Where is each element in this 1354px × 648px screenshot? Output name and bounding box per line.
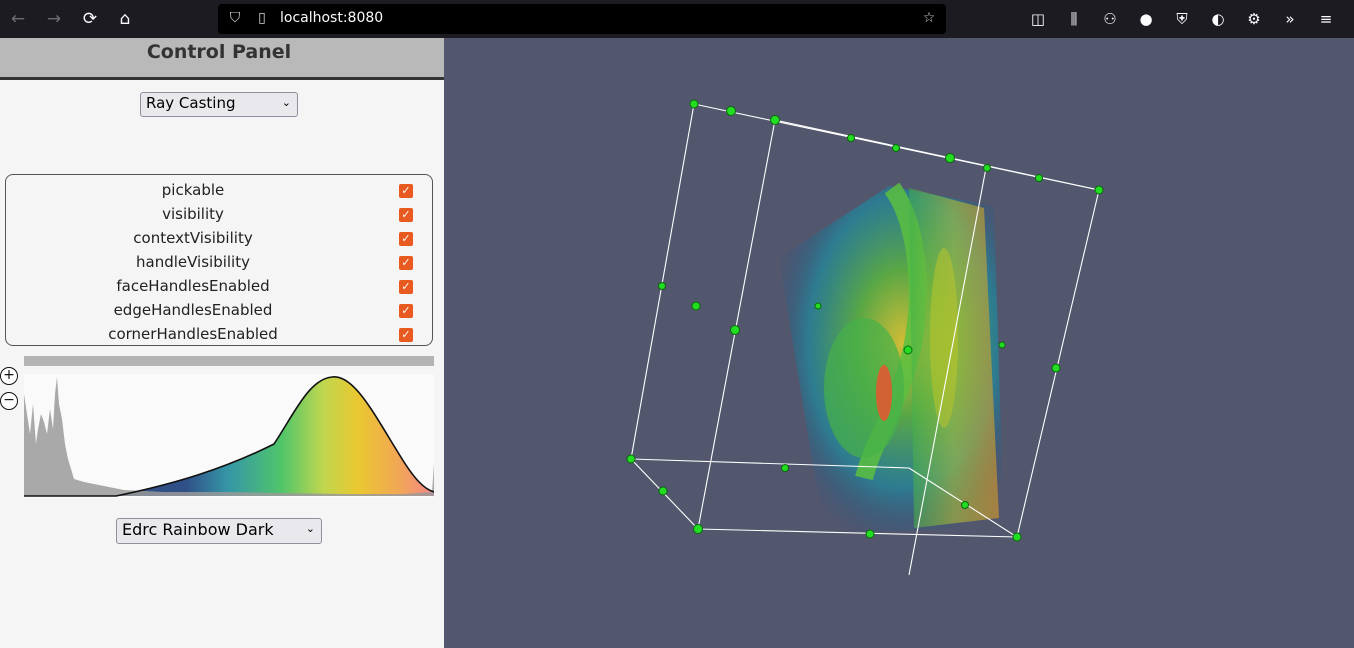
url-text[interactable]: localhost:8080	[280, 10, 384, 26]
face-handle	[998, 341, 1006, 349]
edge-handle	[726, 106, 736, 116]
colormap-preset-value: Edrc Rainbow Dark	[122, 520, 274, 539]
pocket-icon[interactable]: ◫	[1030, 10, 1046, 28]
edge-handle	[983, 164, 991, 172]
prop-label: faceHandlesEnabled	[116, 277, 270, 295]
prop-row-handle-visibility: handleVisibility ✓	[6, 251, 434, 275]
edge-handle	[1051, 363, 1061, 373]
opacity-curve-line	[24, 376, 434, 497]
extension-icon[interactable]: ⚇	[1103, 10, 1117, 28]
back-icon[interactable]: ←	[10, 9, 26, 29]
control-panel: Control Panel Ray Casting ⌄ pickable ✓ v…	[0, 38, 444, 648]
colorpicker-icon[interactable]: ●	[1139, 10, 1153, 28]
handle-visibility-checkbox[interactable]: ✓	[399, 256, 413, 270]
context-visibility-checkbox[interactable]: ✓	[399, 232, 413, 246]
render-viewport[interactable]	[444, 38, 1354, 648]
ublock-icon[interactable]: ⛨	[1176, 10, 1188, 28]
edge-handle	[658, 282, 666, 290]
widget-properties: pickable ✓ visibility ✓ contextVisibilit…	[5, 174, 433, 346]
chevron-down-icon: ⌄	[305, 522, 315, 535]
prop-label: handleVisibility	[136, 253, 250, 271]
prop-label: contextVisibility	[133, 229, 253, 247]
page-icon: ▯	[258, 10, 266, 26]
panel-title: Control Panel	[146, 41, 292, 63]
panel-header: Control Panel	[0, 38, 444, 80]
browser-toolbar: ← → ⟳ ⌂ ⛉ ▯ localhost:8080 ☆ ◫ ⫼ ⚇ ● ⛨ ◐…	[0, 0, 1354, 38]
volume-rendering	[779, 182, 1004, 533]
corner-handle	[693, 524, 703, 534]
prop-row-visibility: visibility ✓	[6, 203, 434, 227]
colormap-preset-select[interactable]: Edrc Rainbow Dark ⌄	[116, 518, 322, 544]
shield-icon[interactable]: ⛉	[229, 10, 241, 26]
face-handle	[730, 325, 740, 335]
zoom-out-icon[interactable]: −	[0, 392, 18, 410]
reload-icon[interactable]: ⟳	[82, 9, 98, 29]
prop-label: visibility	[162, 205, 224, 223]
url-bar[interactable]: ⛉ ▯ localhost:8080 ☆	[218, 4, 946, 34]
bookmark-star-icon[interactable]: ☆	[922, 10, 936, 26]
opacity-range-bar[interactable]	[24, 356, 434, 366]
edge-handle	[781, 464, 789, 472]
edge-handle	[658, 486, 668, 496]
menu-icon[interactable]: ≡	[1319, 10, 1333, 28]
chevron-down-icon: ⌄	[281, 96, 291, 109]
cookie-icon[interactable]: ◐	[1211, 10, 1225, 28]
edge-handle	[892, 144, 900, 152]
prop-row-edge-handles: edgeHandlesEnabled ✓	[6, 299, 434, 323]
corner-handle	[1094, 185, 1104, 195]
corner-handles-checkbox[interactable]: ✓	[399, 328, 413, 342]
edge-handles-checkbox[interactable]: ✓	[399, 304, 413, 318]
zoom-in-icon[interactable]: +	[0, 367, 18, 385]
opacity-curve-fill	[116, 376, 434, 496]
prop-label: pickable	[161, 181, 225, 199]
corner-handle	[770, 115, 780, 125]
forward-icon[interactable]: →	[46, 9, 62, 29]
widget-handles[interactable]	[626, 99, 1104, 542]
prop-row-pickable: pickable ✓	[6, 179, 434, 203]
transfer-function-editor[interactable]	[24, 374, 434, 498]
corner-handle	[1012, 532, 1022, 542]
prop-row-face-handles: faceHandlesEnabled ✓	[6, 275, 434, 299]
render-mode-select[interactable]: Ray Casting ⌄	[140, 92, 298, 117]
prop-row-context-visibility: contextVisibility ✓	[6, 227, 434, 251]
settings-gear-icon[interactable]: ⚙	[1247, 10, 1261, 28]
home-icon[interactable]: ⌂	[119, 9, 131, 29]
prop-label: cornerHandlesEnabled	[108, 325, 278, 343]
edge-handle	[961, 501, 969, 509]
histogram	[24, 377, 434, 496]
overflow-icon[interactable]: »	[1285, 10, 1295, 28]
corner-handle	[689, 99, 699, 109]
face-handle	[691, 301, 701, 311]
pickable-checkbox[interactable]: ✓	[399, 184, 413, 198]
visibility-checkbox[interactable]: ✓	[399, 208, 413, 222]
edge-handle	[945, 153, 955, 163]
face-handle	[814, 302, 822, 310]
edge-handle	[865, 529, 875, 539]
render-mode-value: Ray Casting	[146, 94, 236, 112]
face-handle	[903, 345, 913, 355]
corner-handle	[626, 454, 636, 464]
edge-handle	[847, 134, 855, 142]
face-handles-checkbox[interactable]: ✓	[399, 280, 413, 294]
prop-label: edgeHandlesEnabled	[113, 301, 273, 319]
library-icon[interactable]: ⫼	[1070, 10, 1078, 28]
prop-row-corner-handles: cornerHandlesEnabled ✓	[6, 323, 434, 347]
edge-handle	[1035, 174, 1043, 182]
